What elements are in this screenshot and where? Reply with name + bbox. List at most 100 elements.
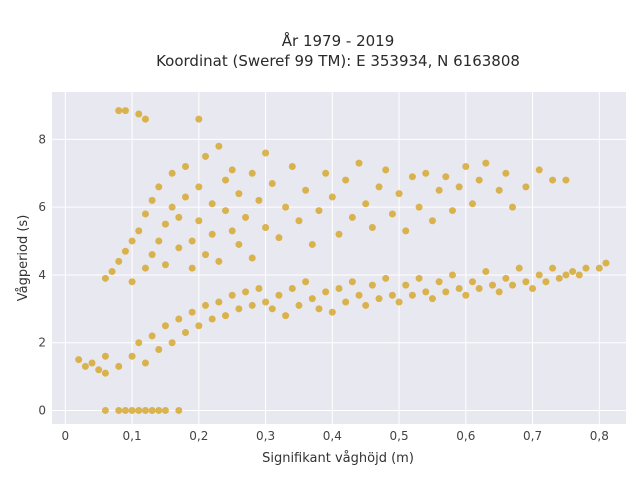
data-point xyxy=(161,406,169,414)
grid-lines xyxy=(52,92,626,424)
data-point xyxy=(141,406,149,414)
data-point xyxy=(148,196,156,204)
data-point xyxy=(442,173,450,181)
data-point xyxy=(175,406,183,414)
data-point xyxy=(575,271,583,279)
data-point xyxy=(135,227,143,235)
data-point xyxy=(262,149,270,157)
data-point xyxy=(348,278,356,286)
data-point xyxy=(375,295,383,303)
data-point xyxy=(415,274,423,282)
data-point xyxy=(542,278,550,286)
data-point xyxy=(222,312,230,320)
y-tick-label: 4 xyxy=(38,268,46,282)
y-tick-label: 8 xyxy=(38,132,46,146)
data-point xyxy=(355,159,363,167)
data-point xyxy=(555,274,563,282)
data-point xyxy=(342,298,350,306)
data-point xyxy=(408,291,416,299)
data-point xyxy=(268,179,276,187)
data-point xyxy=(135,339,143,347)
data-point xyxy=(382,274,390,282)
data-point xyxy=(215,257,223,265)
x-tick-label: 0,7 xyxy=(523,429,542,443)
plot-area xyxy=(52,92,626,424)
data-point xyxy=(148,251,156,259)
y-axis-title: Vågperiod (s) xyxy=(16,215,31,302)
data-point xyxy=(255,196,263,204)
data-point xyxy=(562,271,570,279)
data-point xyxy=(248,254,256,262)
data-point xyxy=(148,406,156,414)
data-point xyxy=(462,291,470,299)
data-point xyxy=(115,257,123,265)
x-tick-label: 0,6 xyxy=(456,429,475,443)
data-point xyxy=(115,406,123,414)
data-point xyxy=(101,406,109,414)
data-point xyxy=(155,237,163,245)
data-point xyxy=(448,207,456,215)
data-point xyxy=(475,176,483,184)
x-tick-label: 0 xyxy=(62,429,70,443)
data-point xyxy=(141,359,149,367)
data-point xyxy=(128,237,136,245)
data-point xyxy=(549,176,557,184)
data-point xyxy=(322,169,330,177)
data-point xyxy=(308,295,316,303)
data-point xyxy=(195,115,203,123)
data-point xyxy=(235,305,243,313)
data-point xyxy=(101,274,109,282)
data-point xyxy=(509,281,517,289)
data-point xyxy=(302,186,310,194)
data-point xyxy=(335,230,343,238)
data-point xyxy=(242,288,250,296)
data-point xyxy=(121,406,129,414)
data-point xyxy=(368,224,376,232)
data-point xyxy=(121,107,129,115)
data-point xyxy=(489,281,497,289)
data-point xyxy=(482,159,490,167)
data-point xyxy=(582,264,590,272)
data-point xyxy=(602,259,610,267)
data-point xyxy=(141,264,149,272)
data-point xyxy=(128,278,136,286)
data-point xyxy=(308,240,316,248)
data-point xyxy=(322,288,330,296)
data-point xyxy=(168,169,176,177)
data-point xyxy=(248,301,256,309)
data-point xyxy=(348,213,356,221)
data-point xyxy=(515,264,523,272)
data-point xyxy=(462,163,470,171)
data-point xyxy=(215,142,223,150)
y-tick-labels: 0 2 4 6 8 xyxy=(38,132,46,417)
data-point xyxy=(135,110,143,118)
data-point xyxy=(128,406,136,414)
data-point xyxy=(282,312,290,320)
data-point xyxy=(101,369,109,377)
data-point xyxy=(188,264,196,272)
data-point xyxy=(208,315,216,323)
data-point xyxy=(128,352,136,360)
data-point xyxy=(455,284,463,292)
y-tick-label: 2 xyxy=(38,336,46,350)
data-point xyxy=(382,166,390,174)
chart-title-line-2: Koordinat (Sweref 99 TM): E 353934, N 61… xyxy=(156,52,520,70)
data-point xyxy=(335,284,343,292)
data-point xyxy=(262,298,270,306)
data-point xyxy=(355,291,363,299)
data-point xyxy=(455,183,463,191)
data-point xyxy=(115,107,123,115)
data-point xyxy=(101,352,109,360)
data-point xyxy=(155,406,163,414)
x-tick-label: 0,2 xyxy=(189,429,208,443)
data-point xyxy=(202,152,210,160)
data-point xyxy=(228,291,236,299)
data-point xyxy=(175,315,183,323)
data-point xyxy=(115,362,123,370)
data-point xyxy=(402,227,410,235)
data-point xyxy=(175,244,183,252)
data-point xyxy=(275,291,283,299)
data-point xyxy=(181,193,189,201)
x-tick-labels: 0 0,1 0,2 0,3 0,4 0,5 0,6 0,7 0,8 xyxy=(62,429,609,443)
data-point xyxy=(262,224,270,232)
